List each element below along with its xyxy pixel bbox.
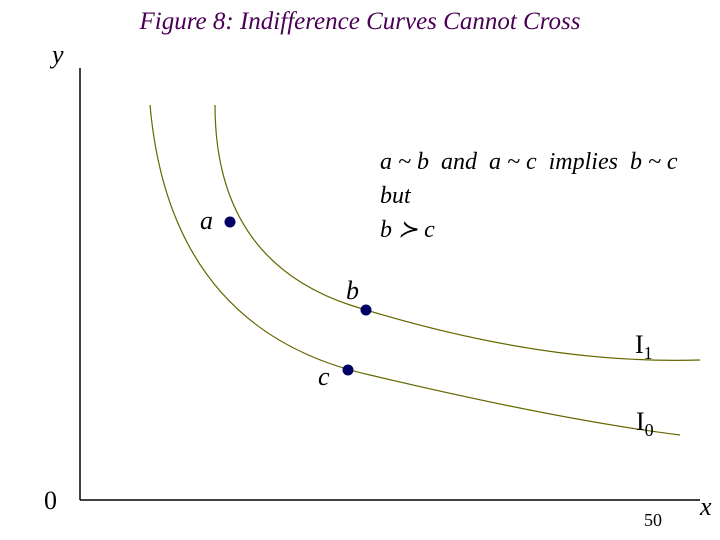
curve-i1-label-sub: 1 [644, 343, 653, 363]
curve-i0-label-sub: 0 [645, 420, 654, 440]
point-c-label: c [318, 362, 330, 392]
axis-label-x: x [700, 492, 712, 522]
point-b-dot [361, 305, 372, 316]
annotation-line-2: but [380, 179, 678, 213]
point-a-label: a [200, 206, 213, 236]
curve-i1-label-main: I [635, 330, 644, 359]
figure-title: Figure 8: Indifference Curves Cannot Cro… [0, 8, 720, 36]
curve-i1-label: I1 [635, 330, 653, 364]
origin-label: 0 [44, 486, 57, 516]
point-a-dot [225, 217, 236, 228]
curve-i0-label: I0 [636, 407, 654, 441]
diagram-canvas [0, 0, 720, 540]
annotation-line-1: a ~ b and a ~ c implies b ~ c [380, 145, 678, 179]
point-b-label: b [346, 276, 359, 306]
page-number: 50 [644, 510, 662, 531]
annotation-line-3: b ≻ c [380, 213, 678, 247]
annotation-block: a ~ b and a ~ c implies b ~ c but b ≻ c [380, 145, 678, 247]
point-c-dot [343, 365, 354, 376]
axis-label-y: y [52, 40, 64, 70]
curve-i0-label-main: I [636, 407, 645, 436]
